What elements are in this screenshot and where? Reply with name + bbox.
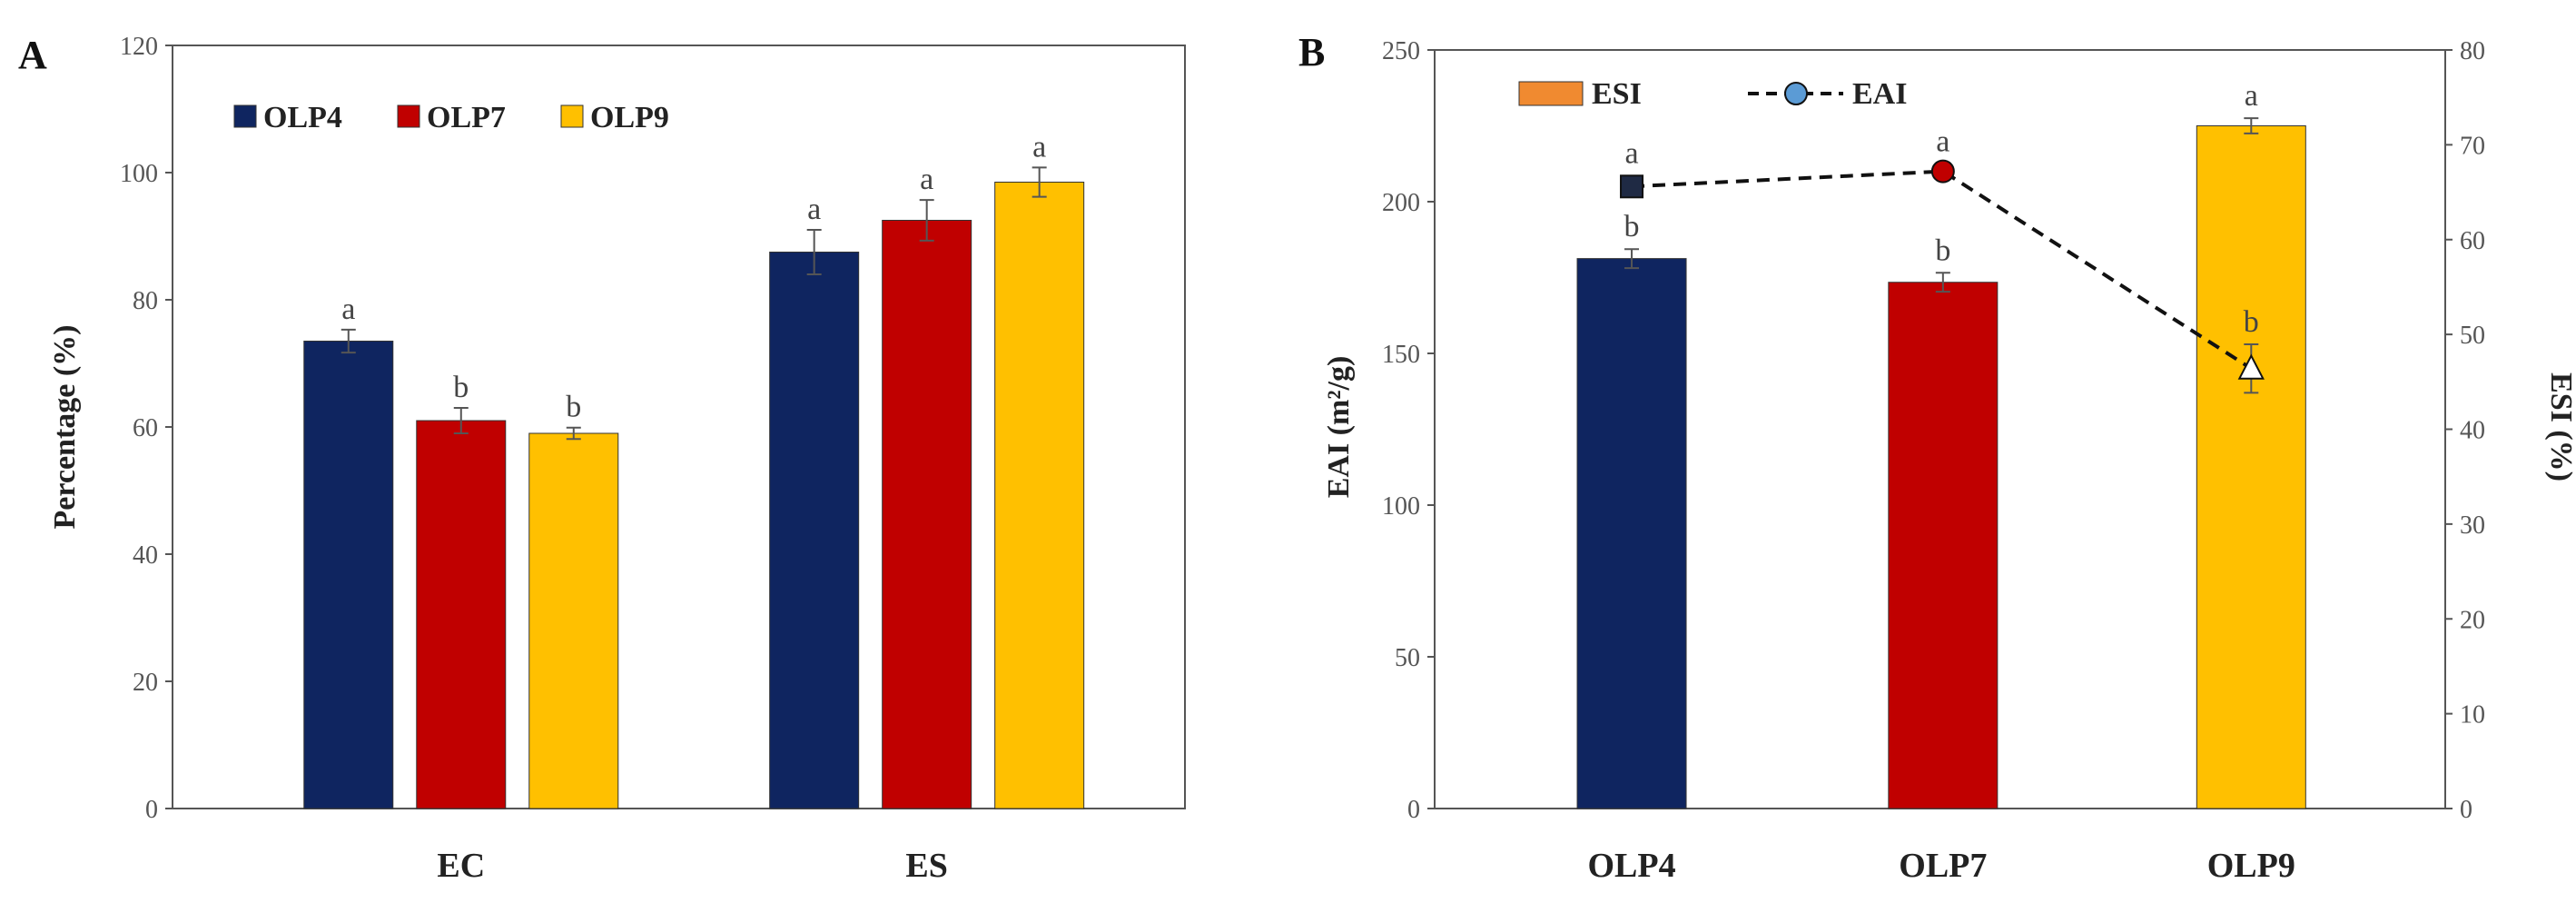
eai-marker-triangle xyxy=(2237,353,2265,380)
eai-line xyxy=(1631,169,2253,371)
right-y-tick-label: 50 xyxy=(2460,322,2485,350)
right-y-tick-label: 10 xyxy=(2460,701,2485,729)
legend-swatch xyxy=(560,104,584,128)
esi-bar xyxy=(2196,125,2306,809)
panel-b-right-y-axis-label: ESI (%) xyxy=(2544,372,2576,481)
bar xyxy=(416,420,507,809)
left-y-tick-label: 200 xyxy=(1382,189,1420,217)
panel-b: B 0 50 100 150 200 250 0 10 20 30 40 50 60 70 80 b ba … xyxy=(1298,30,2576,885)
y-tick-label: 60 xyxy=(133,414,158,442)
panel-a-bars: a b b a a a xyxy=(303,130,1085,809)
legend-label: OLP9 xyxy=(590,101,669,134)
category-label: OLP7 xyxy=(1899,847,1987,885)
panel-b-label: B xyxy=(1298,30,1325,74)
panel-b-right-y-axis: 0 10 20 30 40 50 60 70 80 xyxy=(2445,37,2485,824)
category-label: OLP4 xyxy=(1587,847,1675,885)
eai-marker-circle xyxy=(1930,159,1955,184)
panel-b-bars: b b a xyxy=(1576,79,2306,809)
right-y-tick-label: 20 xyxy=(2460,606,2485,634)
legend-marker-eai xyxy=(1784,82,1808,105)
y-tick-label: 40 xyxy=(133,541,158,570)
right-y-tick-label: 0 xyxy=(2460,796,2472,824)
panel-a-x-axis: EC ES xyxy=(437,847,948,885)
eai-marker-square xyxy=(1620,174,1644,199)
legend-label: OLP7 xyxy=(427,101,506,134)
category-label: EC xyxy=(437,847,485,885)
esi-bar xyxy=(1576,258,1687,809)
panel-b-legend: ESI EAI xyxy=(1518,77,1907,111)
bar xyxy=(528,432,619,809)
legend-swatch xyxy=(233,104,257,128)
left-y-tick-label: 0 xyxy=(1407,796,1420,824)
y-tick-label: 20 xyxy=(133,669,158,697)
bar xyxy=(769,252,860,809)
significance-label: a xyxy=(807,193,821,226)
bar xyxy=(882,220,972,809)
panel-a-y-axis-label: Percentage (%) xyxy=(48,325,82,530)
panel-b-line: a a b xyxy=(1620,124,2265,394)
significance-label: a xyxy=(341,293,355,326)
left-y-tick-label: 250 xyxy=(1382,37,1420,65)
significance-label: b xyxy=(566,391,581,424)
right-y-tick-label: 60 xyxy=(2460,227,2485,255)
right-y-tick-label: 30 xyxy=(2460,511,2485,540)
category-label: OLP9 xyxy=(2207,847,2295,885)
panel-a: A 0 20 40 60 80 100 120 a b b a a a EC ES Percentage… xyxy=(18,33,1186,885)
y-tick-label: 100 xyxy=(120,160,158,188)
panel-a-legend: OLP4 OLP7 OLP9 xyxy=(233,101,669,134)
right-y-tick-label: 80 xyxy=(2460,37,2485,65)
y-tick-label: 120 xyxy=(120,33,158,61)
panel-b-left-y-axis: 0 50 100 150 200 250 xyxy=(1382,37,1435,824)
y-tick-label: 80 xyxy=(133,287,158,315)
right-y-tick-label: 70 xyxy=(2460,132,2485,160)
y-tick-label: 0 xyxy=(145,796,158,824)
significance-label: a xyxy=(920,163,933,196)
left-y-tick-label: 150 xyxy=(1382,341,1420,369)
legend-swatch xyxy=(397,104,420,128)
panel-a-label: A xyxy=(18,33,47,77)
bar xyxy=(303,341,394,809)
legend-label-eai: EAI xyxy=(1852,77,1907,111)
legend-label-esi: ESI xyxy=(1592,77,1642,111)
panel-b-left-y-axis-label: EAI (m²/g) xyxy=(1322,356,1356,499)
eai-significance-label: b xyxy=(2244,305,2259,339)
category-label: ES xyxy=(905,847,947,885)
esi-bar xyxy=(1888,282,1999,809)
panel-b-x-axis: OLP4 OLP7 OLP9 xyxy=(1587,847,2295,885)
left-y-tick-label: 100 xyxy=(1382,492,1420,521)
eai-significance-label: a xyxy=(1624,136,1638,170)
significance-label: b xyxy=(453,371,469,404)
eai-significance-label: a xyxy=(1936,124,1949,158)
legend-swatch-esi xyxy=(1518,81,1584,106)
left-y-tick-label: 50 xyxy=(1395,644,1420,672)
panel-a-y-axis: 0 20 40 60 80 100 120 xyxy=(120,33,173,824)
esi-significance-label: a xyxy=(2245,79,2258,113)
right-y-tick-label: 40 xyxy=(2460,417,2485,445)
esi-significance-label: b xyxy=(1935,233,1950,267)
significance-label: a xyxy=(1032,130,1046,164)
esi-significance-label: b xyxy=(1624,210,1640,243)
bar xyxy=(994,182,1085,809)
legend-label: OLP4 xyxy=(263,101,342,134)
